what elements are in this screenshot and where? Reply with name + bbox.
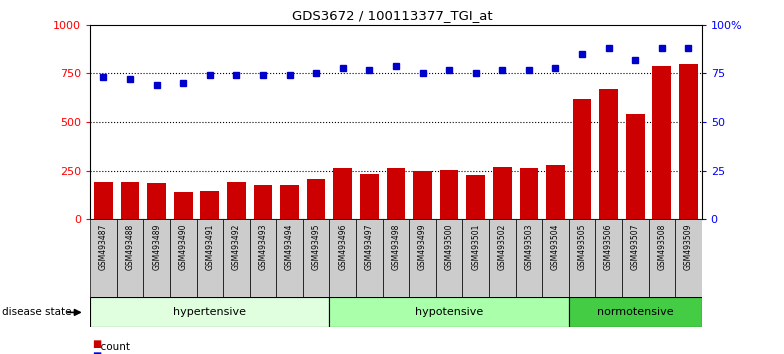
- Bar: [568, 297, 702, 327]
- Text: GSM493493: GSM493493: [259, 223, 267, 270]
- Bar: [652, 65, 671, 219]
- Bar: [227, 183, 245, 219]
- Text: GSM493504: GSM493504: [551, 223, 560, 270]
- Text: ■: ■: [93, 339, 102, 349]
- Bar: [356, 219, 383, 297]
- Text: GSM493508: GSM493508: [657, 223, 666, 270]
- Text: GSM493489: GSM493489: [152, 223, 162, 270]
- Bar: [489, 219, 516, 297]
- Bar: [360, 174, 379, 219]
- Text: hypertensive: hypertensive: [173, 307, 246, 318]
- Bar: [626, 114, 644, 219]
- Bar: [94, 183, 113, 219]
- Text: GSM493488: GSM493488: [125, 223, 135, 270]
- Bar: [546, 165, 564, 219]
- Bar: [409, 219, 436, 297]
- Bar: [679, 64, 698, 219]
- Text: GSM493492: GSM493492: [232, 223, 241, 270]
- Bar: [466, 175, 485, 219]
- Bar: [463, 219, 489, 297]
- Text: GSM493490: GSM493490: [179, 223, 187, 270]
- Bar: [520, 168, 538, 219]
- Text: disease state: disease state: [2, 307, 72, 318]
- Bar: [440, 170, 459, 219]
- Bar: [147, 183, 166, 219]
- Bar: [170, 219, 197, 297]
- Bar: [201, 191, 219, 219]
- Text: GSM493494: GSM493494: [285, 223, 294, 270]
- Bar: [174, 192, 193, 219]
- Bar: [622, 219, 648, 297]
- Text: GSM493500: GSM493500: [445, 223, 454, 270]
- Bar: [121, 182, 140, 219]
- Bar: [223, 219, 249, 297]
- Bar: [573, 99, 591, 219]
- Text: GSM493505: GSM493505: [578, 223, 586, 270]
- Text: GSM493499: GSM493499: [418, 223, 427, 270]
- Bar: [254, 185, 272, 219]
- Bar: [117, 219, 143, 297]
- Bar: [276, 219, 303, 297]
- Bar: [595, 219, 622, 297]
- Bar: [333, 168, 352, 219]
- Text: GSM493506: GSM493506: [604, 223, 613, 270]
- Text: GSM493496: GSM493496: [338, 223, 347, 270]
- Bar: [599, 89, 618, 219]
- Text: GSM493503: GSM493503: [524, 223, 533, 270]
- Bar: [329, 297, 568, 327]
- Bar: [307, 178, 325, 219]
- Bar: [90, 219, 117, 297]
- Text: hypotensive: hypotensive: [415, 307, 483, 318]
- Text: GDS3672 / 100113377_TGI_at: GDS3672 / 100113377_TGI_at: [292, 9, 492, 22]
- Bar: [90, 297, 329, 327]
- Bar: [197, 219, 223, 297]
- Bar: [303, 219, 329, 297]
- Text: GSM493498: GSM493498: [391, 223, 401, 270]
- Text: ■: ■: [93, 351, 102, 354]
- Bar: [413, 171, 432, 219]
- Bar: [280, 185, 299, 219]
- Bar: [568, 219, 595, 297]
- Text: normotensive: normotensive: [597, 307, 673, 318]
- Bar: [648, 219, 675, 297]
- Bar: [143, 219, 170, 297]
- Text: GSM493507: GSM493507: [630, 223, 640, 270]
- Text: count: count: [94, 342, 130, 352]
- Bar: [436, 219, 463, 297]
- Bar: [493, 167, 512, 219]
- Text: GSM493495: GSM493495: [312, 223, 321, 270]
- Text: GSM493497: GSM493497: [365, 223, 374, 270]
- Bar: [675, 219, 702, 297]
- Text: GSM493501: GSM493501: [471, 223, 480, 270]
- Bar: [383, 219, 409, 297]
- Text: GSM493502: GSM493502: [498, 223, 506, 270]
- Bar: [387, 168, 405, 219]
- Text: GSM493509: GSM493509: [684, 223, 693, 270]
- Bar: [329, 219, 356, 297]
- Bar: [249, 219, 276, 297]
- Text: GSM493491: GSM493491: [205, 223, 214, 270]
- Bar: [516, 219, 543, 297]
- Text: GSM493487: GSM493487: [99, 223, 108, 270]
- Bar: [543, 219, 568, 297]
